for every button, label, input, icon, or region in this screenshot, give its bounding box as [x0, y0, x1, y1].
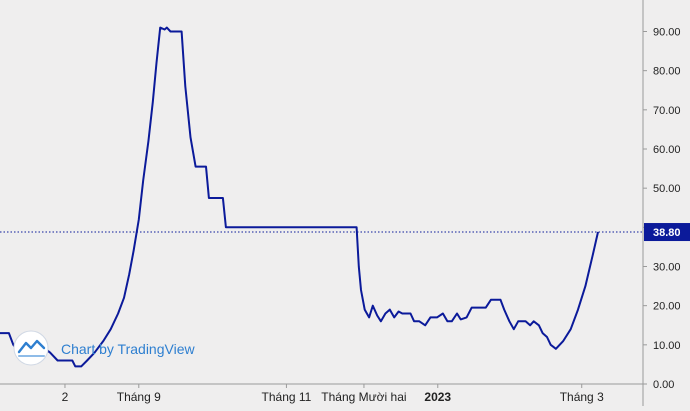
y-tick-label: 80.00 [653, 66, 681, 78]
y-tick-label: 50.00 [653, 183, 681, 195]
x-tick-label: Tháng 9 [117, 390, 161, 404]
x-tick-label: Tháng Mười hai [321, 390, 406, 404]
tradingview-watermark[interactable]: Chart by TradingView [13, 330, 195, 366]
y-tick-label: 10.00 [653, 340, 681, 352]
watermark-text: Chart by TradingView [61, 341, 195, 357]
price-series-line [0, 26, 599, 368]
last-price-label [644, 223, 690, 242]
x-tick-label: Tháng 3 [560, 390, 604, 404]
last-price-label-text: 38.80 [653, 227, 681, 239]
y-tick-label: 20.00 [653, 301, 681, 313]
x-tick-label: 2 [62, 390, 69, 404]
x-tick-label: Tháng 11 [262, 390, 312, 404]
y-tick-label: 70.00 [653, 105, 681, 117]
y-tick-label: 0.00 [653, 379, 674, 391]
plot-layer [0, 26, 643, 368]
y-tick-label: 60.00 [653, 144, 681, 156]
y-tick-label: 90.00 [653, 27, 681, 39]
y-tick-label: 30.00 [653, 262, 681, 274]
x-tick-label: 2023 [424, 390, 451, 404]
tradingview-logo-icon [17, 339, 46, 357]
